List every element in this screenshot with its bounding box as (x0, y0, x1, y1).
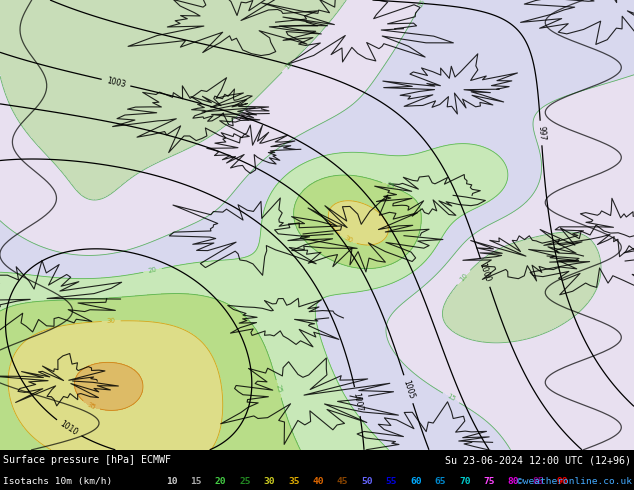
Text: 1003: 1003 (105, 76, 126, 89)
Text: 1010: 1010 (58, 419, 79, 438)
Text: 30: 30 (264, 477, 275, 486)
Text: 35: 35 (288, 477, 300, 486)
Text: 25: 25 (385, 182, 396, 191)
Text: 80: 80 (508, 477, 519, 486)
Text: 20: 20 (148, 267, 157, 274)
Text: 75: 75 (483, 477, 495, 486)
Text: 10: 10 (166, 477, 178, 486)
Text: 25: 25 (240, 477, 251, 486)
Text: 70: 70 (459, 477, 470, 486)
Text: 10: 10 (458, 272, 469, 283)
Text: 1005: 1005 (401, 379, 416, 400)
Text: 15: 15 (417, 0, 426, 9)
Text: 60: 60 (410, 477, 422, 486)
Text: 40: 40 (313, 477, 324, 486)
Text: Surface pressure [hPa] ECMWF: Surface pressure [hPa] ECMWF (3, 455, 171, 466)
Text: 25: 25 (275, 384, 283, 394)
Text: 50: 50 (361, 477, 373, 486)
Text: 30: 30 (107, 318, 116, 324)
Text: 45: 45 (337, 477, 349, 486)
Text: 55: 55 (385, 477, 398, 486)
Text: 90: 90 (557, 477, 568, 486)
Text: 15: 15 (190, 477, 202, 486)
Text: 85: 85 (533, 477, 544, 486)
Text: 10: 10 (283, 60, 294, 71)
Text: Isotachs 10m (km/h): Isotachs 10m (km/h) (3, 477, 112, 486)
Text: 30: 30 (342, 235, 353, 245)
Text: 997: 997 (536, 125, 546, 141)
Text: 15: 15 (446, 393, 456, 403)
Text: 20: 20 (215, 477, 226, 486)
Text: ©weatheronline.co.uk: ©weatheronline.co.uk (517, 477, 632, 486)
Text: 35: 35 (86, 401, 96, 411)
Text: 65: 65 (434, 477, 446, 486)
Text: Su 23-06-2024 12:00 UTC (12+96): Su 23-06-2024 12:00 UTC (12+96) (445, 455, 631, 466)
Text: 1007: 1007 (351, 391, 364, 412)
Text: 1000: 1000 (478, 262, 493, 283)
